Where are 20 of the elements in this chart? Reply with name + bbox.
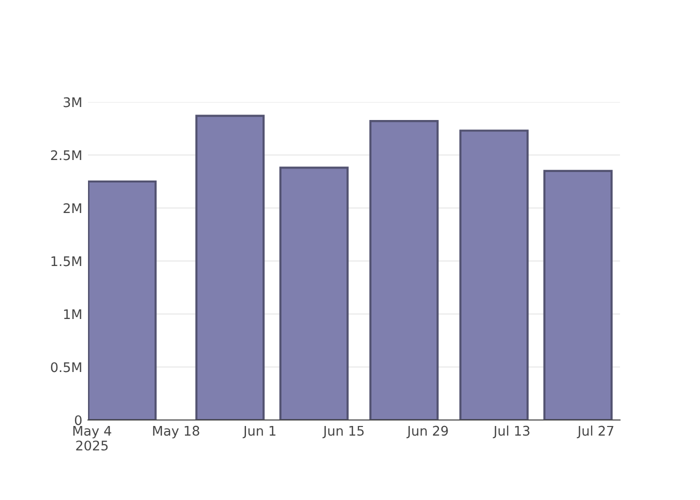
x-tick-label: Jul 27 <box>576 426 614 438</box>
x-tick-label: Jun 29 <box>406 426 448 438</box>
bar <box>543 170 613 420</box>
bar <box>195 114 265 420</box>
bar <box>369 120 439 420</box>
y-tick-label: 2.5M <box>51 150 82 160</box>
bar <box>459 130 529 420</box>
y-tick-label: 2M <box>64 203 82 214</box>
x-tick-label: Jun 1 <box>242 426 276 438</box>
y-tick-label: 1.5M <box>52 256 82 266</box>
y-tick-label: 3M <box>64 97 82 108</box>
y-tick-label: 0 <box>74 415 82 426</box>
x-tick-label: Jun 15 <box>322 426 364 438</box>
bar <box>88 180 157 420</box>
x-tick-label: May 18 <box>153 426 200 438</box>
y-tick-label: 1M <box>64 309 82 320</box>
bar <box>279 166 349 420</box>
x-tick-label: May 4 2025 <box>73 426 112 451</box>
x-tick-label: Jul 13 <box>492 426 530 438</box>
y-tick-label: 0.5M <box>50 362 82 372</box>
